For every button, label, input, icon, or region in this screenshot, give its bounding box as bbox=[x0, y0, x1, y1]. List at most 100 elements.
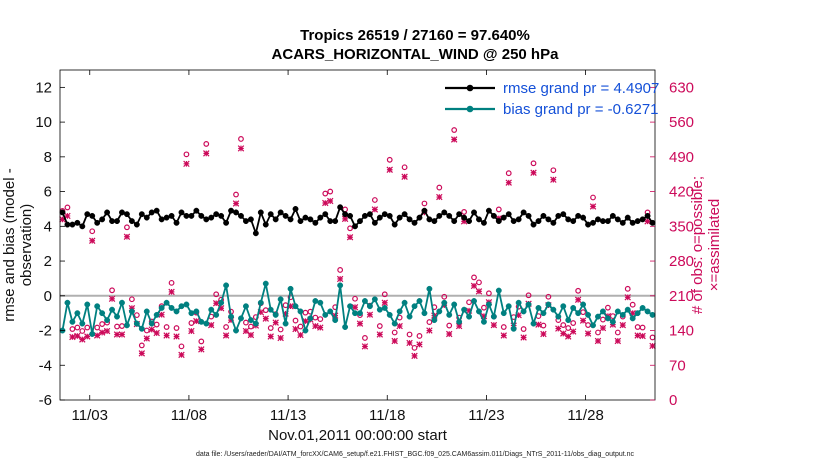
y-left-tick-label: -6 bbox=[39, 392, 52, 409]
bias-point bbox=[317, 299, 324, 306]
y-right-tick-label: 280 bbox=[669, 253, 694, 270]
possible-obs-marker bbox=[570, 320, 577, 326]
rmse-point bbox=[193, 207, 200, 214]
rmse-point bbox=[644, 212, 651, 219]
rmse-point bbox=[401, 211, 408, 218]
bias-point bbox=[163, 299, 170, 306]
possible-obs-marker bbox=[173, 325, 180, 331]
assimilated-obs-marker bbox=[535, 321, 542, 328]
bias-point bbox=[505, 303, 512, 310]
assimilated-obs-marker bbox=[302, 317, 309, 325]
possible-obs-marker bbox=[495, 206, 502, 213]
bias-point bbox=[357, 310, 363, 317]
possible-obs-marker bbox=[143, 327, 150, 334]
y-right-tick-label: 350 bbox=[669, 218, 694, 235]
assimilated-obs-marker bbox=[222, 332, 230, 339]
assimilated-obs-marker bbox=[550, 176, 557, 183]
bias-point bbox=[624, 306, 631, 313]
rmse-point bbox=[446, 212, 453, 219]
bias-point bbox=[485, 301, 492, 308]
possible-obs-marker bbox=[441, 293, 448, 300]
assimilated-obs-marker bbox=[292, 325, 299, 333]
bias-point bbox=[609, 318, 616, 325]
bias-point bbox=[585, 311, 592, 318]
possible-obs-marker bbox=[595, 329, 601, 336]
rmse-point bbox=[570, 218, 577, 225]
assimilated-obs-marker bbox=[371, 206, 379, 213]
bias-point bbox=[614, 308, 621, 315]
rmse-point bbox=[262, 221, 269, 228]
rmse-point bbox=[545, 216, 552, 223]
assimilated-obs-marker bbox=[227, 316, 235, 324]
assimilated-obs-marker bbox=[267, 333, 274, 340]
assimilated-obs-marker bbox=[322, 199, 329, 207]
rmse-point bbox=[238, 212, 244, 219]
y-left-tick-label: -2 bbox=[39, 323, 52, 340]
assimilated-obs-marker bbox=[361, 343, 369, 350]
rmse-point bbox=[89, 212, 96, 219]
bias-point bbox=[421, 310, 428, 317]
assimilated-obs-marker bbox=[599, 324, 607, 332]
bias-point bbox=[89, 331, 96, 337]
rmse-point bbox=[466, 218, 473, 225]
bias-point bbox=[441, 299, 448, 306]
assimilated-obs-marker bbox=[505, 179, 512, 186]
bias-point bbox=[183, 301, 190, 308]
assimilated-obs-marker bbox=[351, 304, 359, 311]
rmse-point bbox=[599, 218, 606, 225]
legend-marker-1 bbox=[466, 105, 474, 113]
rmse-point bbox=[69, 221, 76, 228]
assimilated-obs-marker bbox=[426, 327, 433, 334]
rmse-point bbox=[272, 216, 279, 223]
bias-point bbox=[272, 311, 279, 318]
bias-point bbox=[173, 308, 180, 315]
rmse-point bbox=[297, 218, 304, 225]
series-layer bbox=[59, 204, 656, 337]
possible-obs-marker bbox=[590, 194, 596, 201]
bias-point bbox=[252, 320, 259, 327]
bias-point bbox=[639, 304, 646, 311]
legend-label-rmse: rmse grand pr = 4.4907 bbox=[503, 80, 660, 97]
bias-point bbox=[575, 310, 582, 317]
rmse-point bbox=[84, 211, 91, 218]
rmse-point bbox=[371, 219, 378, 226]
possible-obs-marker bbox=[243, 319, 249, 326]
bias-point bbox=[361, 298, 368, 304]
possible-obs-marker bbox=[471, 274, 477, 281]
possible-obs-marker bbox=[540, 322, 547, 329]
rmse-point bbox=[490, 212, 497, 219]
assimilated-obs-marker bbox=[113, 331, 121, 338]
plot-area bbox=[60, 70, 655, 400]
rmse-point bbox=[327, 218, 334, 225]
possible-obs-marker bbox=[476, 279, 482, 286]
bias-point bbox=[480, 318, 487, 325]
bias-point bbox=[510, 325, 517, 332]
rmse-point bbox=[381, 211, 388, 218]
rmse-point bbox=[495, 218, 502, 225]
rmse-point bbox=[540, 212, 547, 219]
assimilated-obs-marker bbox=[520, 334, 527, 341]
possible-obs-marker bbox=[629, 301, 636, 308]
chart-subtitle: ACARS_HORIZONTAL_WIND @ 250 hPa bbox=[271, 46, 559, 63]
possible-obs-marker bbox=[525, 292, 532, 299]
assimilated-obs-marker bbox=[217, 304, 225, 312]
assimilated-obs-marker bbox=[193, 317, 200, 325]
y-left-tick-label: 8 bbox=[44, 149, 52, 166]
assimilated-obs-marker bbox=[118, 331, 126, 338]
possible-obs-marker bbox=[426, 319, 433, 325]
bias-point bbox=[347, 303, 354, 310]
y-right-tick-label: 210 bbox=[669, 288, 694, 305]
rmse-point bbox=[158, 216, 165, 223]
possible-obs-marker bbox=[133, 312, 140, 319]
possible-obs-marker bbox=[520, 326, 527, 332]
possible-obs-marker bbox=[163, 324, 170, 330]
rmse-point bbox=[223, 219, 230, 226]
bias-point bbox=[391, 320, 398, 327]
possible-obs-marker bbox=[128, 296, 135, 303]
assimilated-obs-marker bbox=[312, 322, 319, 330]
possible-obs-marker bbox=[639, 324, 646, 331]
bias-point bbox=[297, 308, 304, 315]
bias-point bbox=[128, 308, 135, 315]
rmse-point bbox=[287, 216, 294, 223]
bias-point bbox=[69, 318, 76, 325]
